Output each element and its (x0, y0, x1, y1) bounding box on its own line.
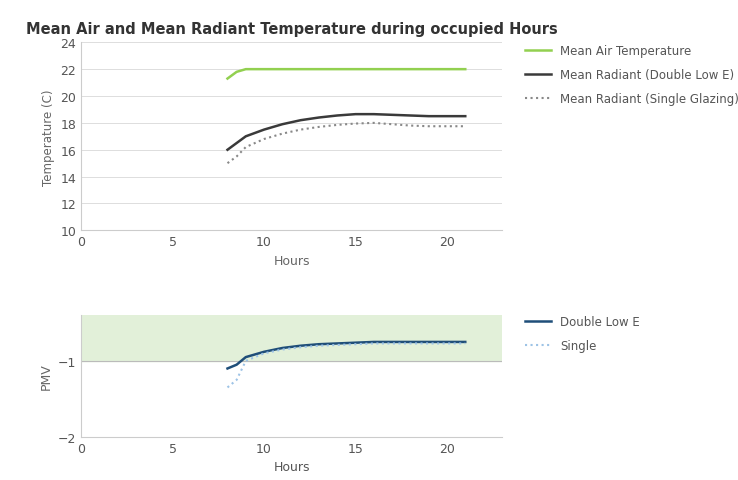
Double Low E (314, 342, 323, 348)
Double Low E (351, 340, 360, 346)
Double Low E (232, 362, 241, 368)
Mean Air Temperature (314, 67, 323, 73)
Mean Air Temperature (333, 67, 342, 73)
Bar (81, 316, 502, 361)
Mean Air Temperature (296, 67, 305, 73)
Mean Radiant (Single Glazing) (260, 137, 269, 143)
Mean Radiant (Double Low E) (333, 113, 342, 119)
Mean Air Temperature (351, 67, 360, 73)
Mean Radiant (Double Low E) (406, 113, 415, 119)
Legend: Double Low E, Single: Double Low E, Single (525, 315, 640, 352)
Mean Air Temperature (406, 67, 415, 73)
Mean Radiant (Double Low E) (314, 115, 323, 121)
Single (406, 341, 415, 347)
Double Low E (370, 339, 379, 345)
Title: Mean Air and Mean Radiant Temperature during occupied Hours: Mean Air and Mean Radiant Temperature du… (26, 22, 557, 36)
Line: Double Low E: Double Low E (227, 342, 465, 369)
Line: Mean Air Temperature: Mean Air Temperature (227, 70, 465, 79)
Single (387, 341, 396, 347)
Single (461, 341, 469, 347)
Mean Radiant (Single Glazing) (223, 161, 232, 167)
Mean Radiant (Double Low E) (424, 114, 433, 120)
Line: Mean Radiant (Single Glazing): Mean Radiant (Single Glazing) (227, 124, 465, 164)
Mean Radiant (Double Low E) (387, 113, 396, 119)
Mean Air Temperature (278, 67, 287, 73)
Mean Radiant (Single Glazing) (387, 122, 396, 128)
Mean Radiant (Double Low E) (370, 112, 379, 118)
Mean Air Temperature (223, 76, 232, 82)
Mean Air Temperature (370, 67, 379, 73)
Mean Radiant (Single Glazing) (406, 123, 415, 129)
Mean Radiant (Single Glazing) (241, 145, 250, 151)
Single (241, 358, 250, 364)
Single (314, 343, 323, 349)
Double Low E (241, 354, 250, 360)
Legend: Mean Air Temperature, Mean Radiant (Double Low E), Mean Radiant (Single Glazing): Mean Air Temperature, Mean Radiant (Doub… (525, 45, 738, 106)
Mean Air Temperature (232, 70, 241, 75)
Mean Radiant (Double Low E) (232, 141, 241, 146)
Line: Mean Radiant (Double Low E): Mean Radiant (Double Low E) (227, 115, 465, 150)
Mean Radiant (Single Glazing) (443, 124, 452, 130)
Single (351, 342, 360, 348)
Mean Radiant (Double Low E) (278, 122, 287, 128)
Double Low E (278, 346, 287, 351)
Mean Air Temperature (443, 67, 452, 73)
Mean Radiant (Single Glazing) (351, 121, 360, 127)
Mean Radiant (Double Low E) (241, 134, 250, 140)
Single (223, 385, 232, 391)
Double Low E (333, 341, 342, 347)
Y-axis label: PMV: PMV (39, 363, 52, 390)
Mean Radiant (Single Glazing) (232, 154, 241, 160)
Mean Radiant (Double Low E) (351, 112, 360, 118)
Mean Radiant (Single Glazing) (333, 123, 342, 129)
X-axis label: Hours: Hours (273, 254, 310, 267)
Mean Radiant (Single Glazing) (278, 132, 287, 137)
Double Low E (443, 339, 452, 345)
X-axis label: Hours: Hours (273, 460, 310, 473)
Mean Radiant (Single Glazing) (461, 124, 469, 130)
Double Low E (387, 339, 396, 345)
Double Low E (461, 339, 469, 345)
Single (370, 341, 379, 347)
Mean Air Temperature (260, 67, 269, 73)
Mean Radiant (Double Low E) (443, 114, 452, 120)
Line: Single: Single (227, 344, 465, 388)
Mean Radiant (Double Low E) (223, 147, 232, 153)
Single (296, 345, 305, 350)
Single (232, 377, 241, 383)
Double Low E (260, 349, 269, 355)
Mean Air Temperature (241, 67, 250, 73)
Double Low E (296, 343, 305, 349)
Mean Air Temperature (387, 67, 396, 73)
Mean Radiant (Double Low E) (260, 128, 269, 133)
Mean Radiant (Double Low E) (296, 118, 305, 124)
Single (443, 341, 452, 347)
Mean Radiant (Single Glazing) (370, 121, 379, 127)
Y-axis label: Temperature (C): Temperature (C) (42, 89, 55, 185)
Mean Air Temperature (424, 67, 433, 73)
Double Low E (406, 339, 415, 345)
Single (333, 342, 342, 348)
Single (424, 341, 433, 347)
Mean Radiant (Single Glazing) (424, 124, 433, 130)
Mean Radiant (Double Low E) (461, 114, 469, 120)
Double Low E (424, 339, 433, 345)
Mean Radiant (Single Glazing) (314, 125, 323, 131)
Mean Radiant (Single Glazing) (296, 128, 305, 133)
Single (278, 347, 287, 353)
Mean Air Temperature (461, 67, 469, 73)
Double Low E (223, 366, 232, 372)
Single (260, 351, 269, 357)
